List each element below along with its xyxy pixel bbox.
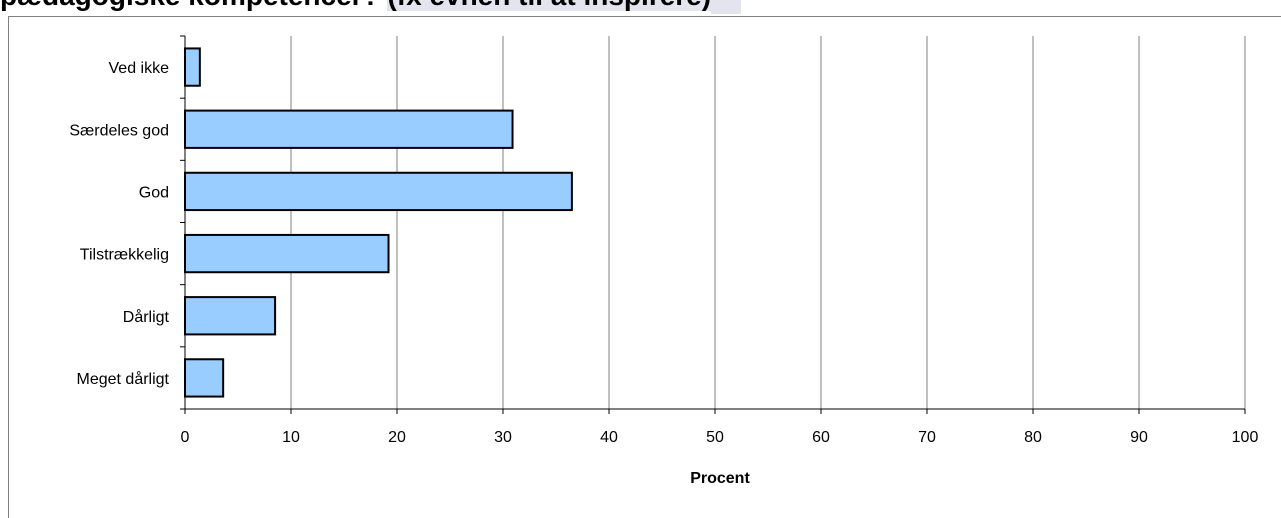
x-tick-label-0: 0 bbox=[181, 429, 190, 446]
gridlines bbox=[290, 36, 1246, 409]
x-tick-label-10: 10 bbox=[282, 429, 300, 446]
chart-area-frame bbox=[8, 16, 1281, 518]
y-tick-label-meget-dårligt: Meget dårligt bbox=[77, 370, 170, 388]
x-tick-label-100: 100 bbox=[1232, 429, 1259, 446]
tick-labels: 0 10 20 30 40 50 60 70 80 90 100 Ved ikke Særdeles g… bbox=[69, 60, 1258, 446]
bar-dårligt bbox=[184, 296, 277, 336]
chart-title: pædagogiske kompetencer? (fx evnen til a… bbox=[0, 0, 742, 14]
x-tick-label-90: 90 bbox=[1130, 429, 1148, 446]
y-tick-label-god: God bbox=[139, 184, 169, 201]
y-tick-label-tilstrækkelig: Tilstrækkelig bbox=[80, 247, 169, 264]
title-highlight-tail bbox=[711, 0, 742, 14]
bar-god bbox=[184, 171, 573, 212]
y-tick-label-dårligt: Dårligt bbox=[123, 308, 170, 326]
axes bbox=[180, 35, 1246, 414]
x-tick-label-60: 60 bbox=[812, 429, 830, 446]
y-tick-label-særdeles-god: Særdeles god bbox=[69, 122, 169, 139]
x-tick-label-80: 80 bbox=[1024, 429, 1042, 446]
chart-title-main: pædagogiske kompetencer? bbox=[0, 0, 387, 11]
x-tick-label-40: 40 bbox=[600, 429, 618, 446]
bar-ved-ikke bbox=[184, 47, 201, 87]
bar-særdeles-god bbox=[184, 109, 514, 149]
chart-title-highlight: (fx evnen til at inspirere) bbox=[387, 0, 712, 11]
x-tick-label-20: 20 bbox=[388, 429, 406, 446]
x-axis-title: Procent bbox=[690, 470, 750, 487]
y-tick-label-ved-ikke: Ved ikke bbox=[109, 60, 170, 77]
bar-tilstrækkelig bbox=[184, 233, 390, 274]
x-tick-label-30: 30 bbox=[494, 429, 512, 446]
bar-meget-dårligt bbox=[184, 358, 225, 398]
x-tick-label-70: 70 bbox=[918, 429, 936, 446]
x-tick-label-50: 50 bbox=[706, 429, 724, 446]
bars bbox=[184, 47, 573, 398]
